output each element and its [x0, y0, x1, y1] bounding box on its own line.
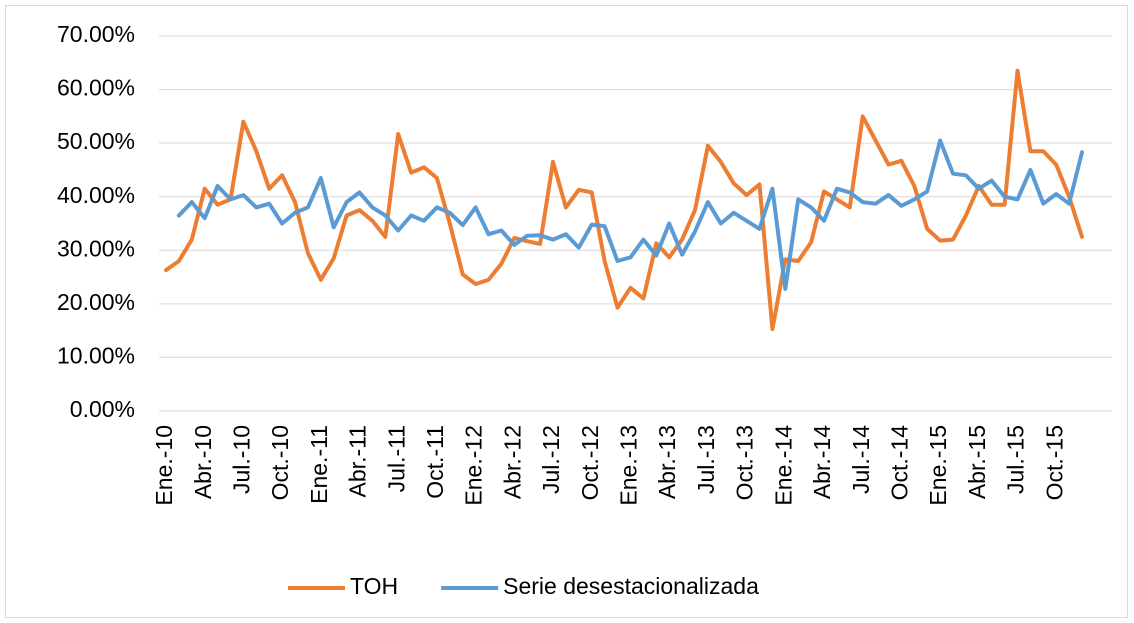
legend-label: TOH [350, 573, 398, 599]
x-tick-label: Oct.-10 [267, 425, 293, 500]
x-tick-label: Abr.-13 [654, 425, 680, 499]
x-tick-label: Oct.-14 [886, 425, 912, 501]
x-tick-label: Ene.-12 [461, 425, 487, 506]
y-tick-label: 0.00% [70, 396, 135, 422]
y-tick-label: 40.00% [57, 182, 135, 208]
x-tick-label: Oct.-12 [577, 425, 603, 500]
x-tick-label: Oct.-15 [1041, 425, 1067, 500]
line-series [164, 68, 1084, 331]
line-series [176, 138, 1084, 291]
chart-frame [5, 5, 1128, 618]
x-tick-label: Oct.-13 [732, 425, 758, 500]
x-tick-label: Jul.-14 [848, 425, 874, 494]
x-tick-label: Jul.-13 [693, 425, 719, 494]
y-tick-label: 60.00% [57, 75, 135, 101]
x-tick-label: Abr.-11 [345, 425, 371, 497]
x-tick-label: Jul.-15 [1003, 425, 1029, 494]
x-tick-label: Ene.-14 [770, 425, 796, 506]
x-tick-label: Jul.-10 [228, 425, 254, 494]
x-tick-label: Ene.-13 [616, 425, 642, 506]
y-tick-label: 10.00% [57, 343, 135, 369]
y-tick-label: 50.00% [57, 128, 135, 154]
x-tick-label: Oct.-11 [422, 425, 448, 499]
x-tick-label: Ene.-11 [306, 425, 332, 504]
x-tick-label: Abr.-10 [190, 425, 216, 499]
x-tick-label: Abr.-15 [964, 425, 990, 499]
x-tick-label: Abr.-14 [809, 425, 835, 499]
x-tick-label: Jul.-11 [383, 425, 409, 492]
legend-label: Serie desestacionalizada [503, 573, 759, 599]
x-tick-label: Ene.-15 [925, 425, 951, 506]
y-tick-label: 20.00% [57, 289, 135, 315]
y-tick-label: 30.00% [57, 235, 135, 261]
y-tick-label: 70.00% [57, 21, 135, 47]
x-tick-label: Ene.-10 [151, 425, 177, 506]
x-tick-label: Abr.-12 [499, 425, 525, 499]
x-tick-label: Jul.-12 [538, 425, 564, 494]
